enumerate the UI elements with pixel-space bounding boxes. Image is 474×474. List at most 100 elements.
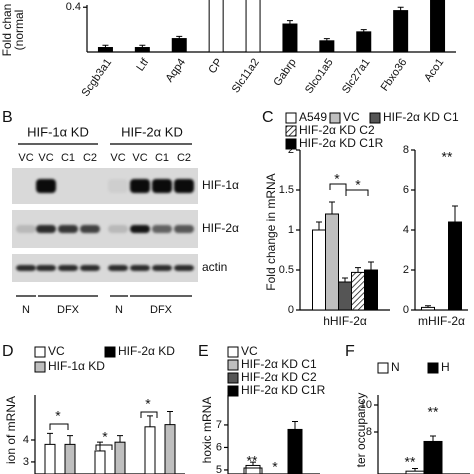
legend-label: HIF-2α KD [118,344,175,358]
blot-band [152,265,172,271]
y-axis-label: Fold change in mRNA [264,173,278,290]
legend-label: VC [343,110,360,124]
legend-swatch [227,359,239,371]
bar [114,441,126,474]
y-tick-label: 4 [403,224,409,236]
bar [319,40,335,53]
error-bar [176,35,183,39]
legend-swatch [227,346,239,358]
error-bar [452,205,458,222]
blot-band [130,225,150,233]
significance-mark: ** [428,404,439,420]
legend-label: VC [48,344,65,358]
blot-band [36,179,56,193]
significance-mark: * [145,396,151,412]
legend-label: HIF-1α KD [48,359,105,373]
condition-label: N [115,304,123,316]
y-axis-label: hoxic mRNA [200,397,214,464]
lane-label: C1 [155,152,169,164]
blot-row-label: HIF-2α [202,221,239,235]
blot-band [36,225,56,233]
error-bar [167,410,173,425]
x-tick-label: Aco1 [422,57,446,84]
blot-band [130,179,150,193]
legend-label: HIF-2α KD C2 [299,123,375,137]
legend-label: H [441,360,450,374]
x-tick-label: hHIF-2α [323,314,367,328]
lane-label: C2 [177,152,191,164]
error-bar [250,461,256,466]
x-tick-label: Slc11a2 [230,57,262,96]
bracket [49,423,69,430]
y-tick-label: 8 [366,426,372,438]
lane-label: VC [110,152,125,164]
error-bar [342,277,348,282]
bar [325,213,339,311]
blot-band [80,265,100,271]
error-bar [139,44,146,48]
legend-label: HIF-2α KD C2 [241,370,317,384]
bar [312,229,326,311]
error-bar [412,467,418,472]
bar [97,47,113,53]
blot-band [130,265,150,271]
bracket [243,467,263,474]
lane-label: VC [18,152,33,164]
bar [448,221,462,311]
y-axis-label: ion of mRNA [4,396,18,464]
y-tick-label: 7 [216,419,222,431]
blot-band [16,265,36,271]
bar [356,31,372,53]
bar [144,426,156,474]
error-bar [360,29,367,32]
lane-label: VC [132,152,147,164]
blot-row-label: actin [202,260,227,274]
error-bar [117,435,123,443]
lane-label: C1 [61,152,75,164]
bracket [95,444,113,450]
blot-band [174,265,194,271]
error-bar [323,38,330,41]
x-tick-label: Slco1a5 [303,57,336,96]
bar [245,0,261,53]
error-bar [355,267,361,273]
legend-swatch [369,112,381,124]
error-bar [397,6,404,11]
bracket [345,189,369,196]
lane-label: C2 [83,152,97,164]
blot-band [58,225,78,233]
error-bar [430,435,436,442]
blot-band [152,225,172,233]
x-tick-label: Fbxo36 [379,57,410,94]
lane-label: VC [38,152,53,164]
legend-swatch [427,362,439,374]
panel-letter: D [2,343,14,360]
x-tick-label: Slc27a1 [340,57,373,96]
y-tick-label: 3 [23,456,29,468]
error-bar [102,44,109,48]
blot-band [174,179,194,193]
condition-label: DFX [150,304,173,316]
error-bar [67,435,73,445]
legend-swatch [34,361,46,373]
blot-band [36,265,56,271]
bar [164,424,176,474]
condition-label: DFX [57,304,80,316]
blot-band [152,179,172,193]
condition-label: N [22,304,30,316]
y-tick-label: 5 [216,464,222,474]
error-bar [292,421,298,430]
y-tick-label: 0 [403,304,409,316]
y-axis-label: (normal [12,10,26,51]
bracket [329,183,347,190]
legend-swatch [227,385,239,397]
bar [338,281,352,311]
x-tick-label: Scgb3a1 [80,57,115,99]
y-tick-label: 8 [403,144,409,156]
bar [287,428,303,474]
panel-letter: B [2,109,13,126]
y-tick-label: 1.5 [279,184,294,196]
y-axis-label: Fold chan [0,4,14,57]
y-axis-label: ter occupancy [354,393,368,468]
panel-letter: F [345,343,355,360]
